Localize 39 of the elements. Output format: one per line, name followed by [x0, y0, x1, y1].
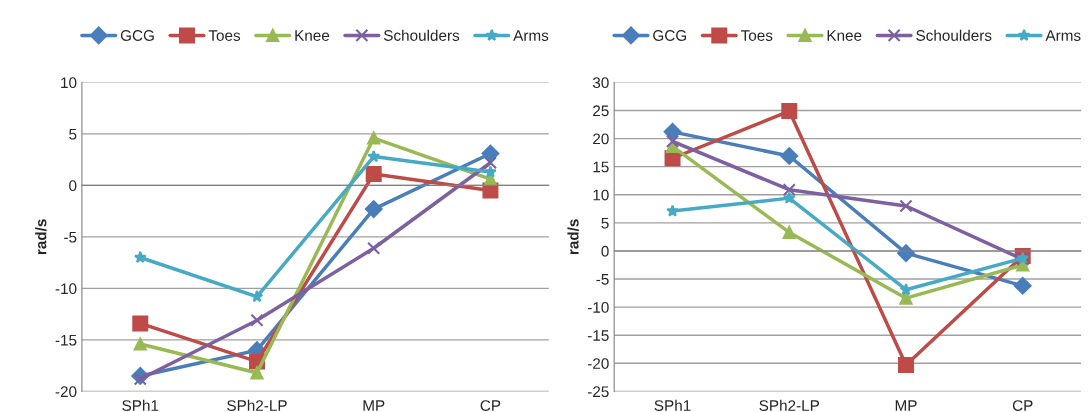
y-tick-label: -5 [596, 274, 609, 285]
y-tick-label: 5 [601, 217, 609, 229]
y-tick-label: 10 [593, 189, 609, 201]
y-tick-label: 15 [593, 161, 609, 173]
legend-label: Toes [208, 30, 241, 41]
y-tick-label: 25 [593, 105, 609, 117]
x-tick-label: CP [480, 400, 501, 411]
x-tick-label: SPh1 [654, 399, 691, 411]
y-tick-label: 30 [592, 77, 609, 89]
y-tick-label: -10 [55, 283, 77, 295]
legend-label: GCG [653, 30, 687, 41]
y-axis-title: rad/s [35, 219, 47, 255]
legend-label: Toes [740, 30, 773, 41]
y-tick-label: 5 [69, 128, 77, 140]
legend-label: Schoulders [383, 29, 460, 41]
y-tick-label: 20 [593, 133, 609, 145]
y-tick-label: 10 [61, 77, 77, 89]
legend-label: Knee [295, 30, 330, 41]
x-tick-label: CP [1012, 400, 1033, 411]
x-tick-label: MP [363, 400, 385, 411]
y-tick-label: -10 [587, 301, 609, 313]
legend-label: Knee [827, 30, 862, 41]
legend-label: Arms [513, 30, 549, 41]
y-tick-label: 0 [601, 245, 609, 257]
y-tick-label: -15 [55, 334, 77, 346]
y-tick-label: -25 [587, 386, 609, 398]
y-tick-label: -5 [64, 231, 77, 243]
y-tick-label: -15 [587, 330, 609, 341]
y-tick-label: -20 [55, 386, 77, 398]
x-tick-label: MP [895, 400, 917, 411]
x-tick-label: SPh2-LP [759, 399, 820, 411]
y-tick-label: -20 [587, 358, 609, 369]
y-axis-title: rad/s [567, 219, 579, 255]
legend-label: Arms [1045, 30, 1081, 41]
legend-label: GCG [120, 30, 154, 41]
x-tick-label: SPh1 [122, 399, 159, 411]
y-tick-label: 0 [69, 180, 77, 192]
x-tick-label: SPh2-LP [227, 399, 287, 411]
legend-label: Schoulders [916, 29, 992, 41]
